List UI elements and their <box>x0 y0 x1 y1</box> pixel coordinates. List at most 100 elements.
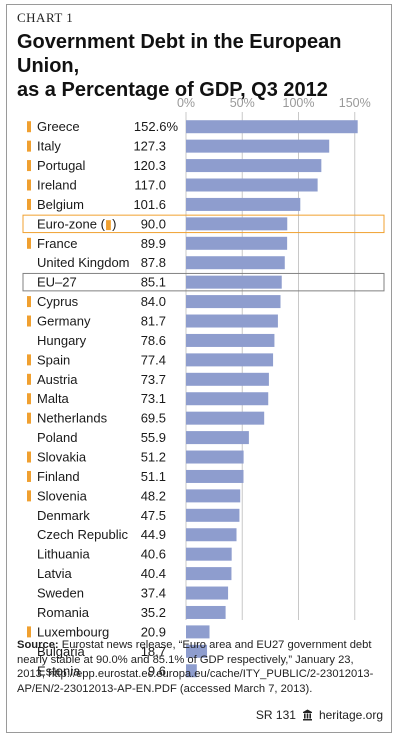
value-label: 73.7 <box>141 372 166 387</box>
category-label: Luxembourg <box>37 624 109 639</box>
bar <box>186 295 281 309</box>
x-tick-label: 0% <box>177 96 195 110</box>
bar <box>186 217 288 231</box>
eurozone-marker <box>27 237 31 249</box>
bar <box>186 450 244 464</box>
category-label: Portugal <box>37 158 86 173</box>
category-label: Netherlands <box>37 411 108 426</box>
chart-title-line-2: as a Percentage of GDP, Q3 2012 <box>17 79 328 101</box>
bar <box>186 392 269 406</box>
bar <box>186 159 322 173</box>
eurozone-marker <box>27 315 31 327</box>
eurozone-marker <box>27 140 31 152</box>
eurozone-marker <box>27 121 31 133</box>
category-label: Hungary <box>37 333 87 348</box>
value-label: 48.2 <box>141 488 166 503</box>
source-label: Source: <box>17 639 59 651</box>
eurozone-marker <box>27 393 31 405</box>
eurozone-marker <box>27 451 31 463</box>
bar <box>186 567 232 581</box>
value-label: 73.1 <box>141 391 166 406</box>
chart-frame <box>6 4 392 733</box>
value-label: 90.0 <box>141 216 166 231</box>
category-label: France <box>37 236 77 251</box>
value-label: 35.2 <box>141 605 166 620</box>
category-label: Germany <box>37 314 91 329</box>
value-label: 101.6 <box>133 197 166 212</box>
eurozone-marker <box>27 296 31 308</box>
bar <box>186 528 237 542</box>
bar <box>186 431 249 445</box>
eurozone-marker <box>27 490 31 502</box>
eurozone-marker <box>27 626 31 638</box>
eurozone-marker <box>27 198 31 210</box>
footer: SR 131 heritage.org <box>0 706 383 724</box>
bar <box>186 256 285 270</box>
bar <box>186 314 278 328</box>
category-label: Czech Republic <box>37 527 129 542</box>
value-label: 84.0 <box>141 294 166 309</box>
category-label: Romania <box>37 605 90 620</box>
value-label: 51.1 <box>141 469 166 484</box>
heritage-bell-icon <box>302 709 312 721</box>
bar <box>186 547 232 561</box>
category-label: EU–27 <box>37 275 77 290</box>
category-label: Estonia <box>37 663 81 678</box>
bar <box>186 469 244 483</box>
value-label: 37.4 <box>141 586 166 601</box>
value-label: 40.6 <box>141 547 166 562</box>
value-label: 77.4 <box>141 352 166 367</box>
eurozone-marker <box>27 373 31 385</box>
category-label: Spain <box>37 352 70 367</box>
category-label: Denmark <box>37 508 90 523</box>
value-label: 9.6 <box>148 663 166 678</box>
category-label: Greece <box>37 119 80 134</box>
bar <box>186 120 358 134</box>
value-label: 20.9 <box>141 624 166 639</box>
bar <box>186 625 210 639</box>
value-label: 47.5 <box>141 508 166 523</box>
category-label: Euro-zone (▮) <box>37 216 116 231</box>
value-label: 85.1 <box>141 275 166 290</box>
chart-title: Government Debt in the European Union, a… <box>17 30 387 102</box>
source-text: Eurostat news release, “Euro area and EU… <box>17 639 374 695</box>
bar <box>186 508 240 522</box>
category-label: United Kingdom <box>37 255 130 270</box>
value-label: 40.4 <box>141 566 166 581</box>
category-label: Poland <box>37 430 77 445</box>
category-label: Belgium <box>37 197 84 212</box>
bar <box>186 353 274 367</box>
report-id: SR 131 <box>255 708 296 722</box>
bar <box>186 178 318 192</box>
highlight-box <box>22 272 385 292</box>
category-label: Slovakia <box>37 450 87 465</box>
eurozone-marker <box>27 179 31 191</box>
value-label: 81.7 <box>141 314 166 329</box>
bar <box>186 372 269 386</box>
x-tick-label: 150% <box>339 96 371 110</box>
category-label: Latvia <box>37 566 72 581</box>
category-label: Malta <box>37 391 70 406</box>
site-link[interactable]: heritage.org <box>318 708 383 722</box>
bar <box>186 664 197 678</box>
highlight-box <box>22 214 385 234</box>
bar <box>186 644 208 658</box>
value-label: 51.2 <box>141 450 166 465</box>
chart-number-label: CHART 1 <box>17 10 74 25</box>
category-label: Finland <box>37 469 80 484</box>
bar <box>186 489 241 503</box>
source-note: Source: Eurostat news release, “Euro are… <box>17 638 379 696</box>
bar <box>186 275 282 289</box>
bar <box>186 333 275 347</box>
value-label: 55.9 <box>141 430 166 445</box>
bar <box>186 411 265 425</box>
bar <box>186 605 226 619</box>
chart-title-line-1: Government Debt in the European Union, <box>17 31 342 77</box>
bar <box>186 586 229 600</box>
category-label: Italy <box>37 139 61 154</box>
category-label: Ireland <box>37 178 77 193</box>
eurozone-marker <box>27 160 31 172</box>
value-label: 44.9 <box>141 527 166 542</box>
value-label: 89.9 <box>141 236 166 251</box>
